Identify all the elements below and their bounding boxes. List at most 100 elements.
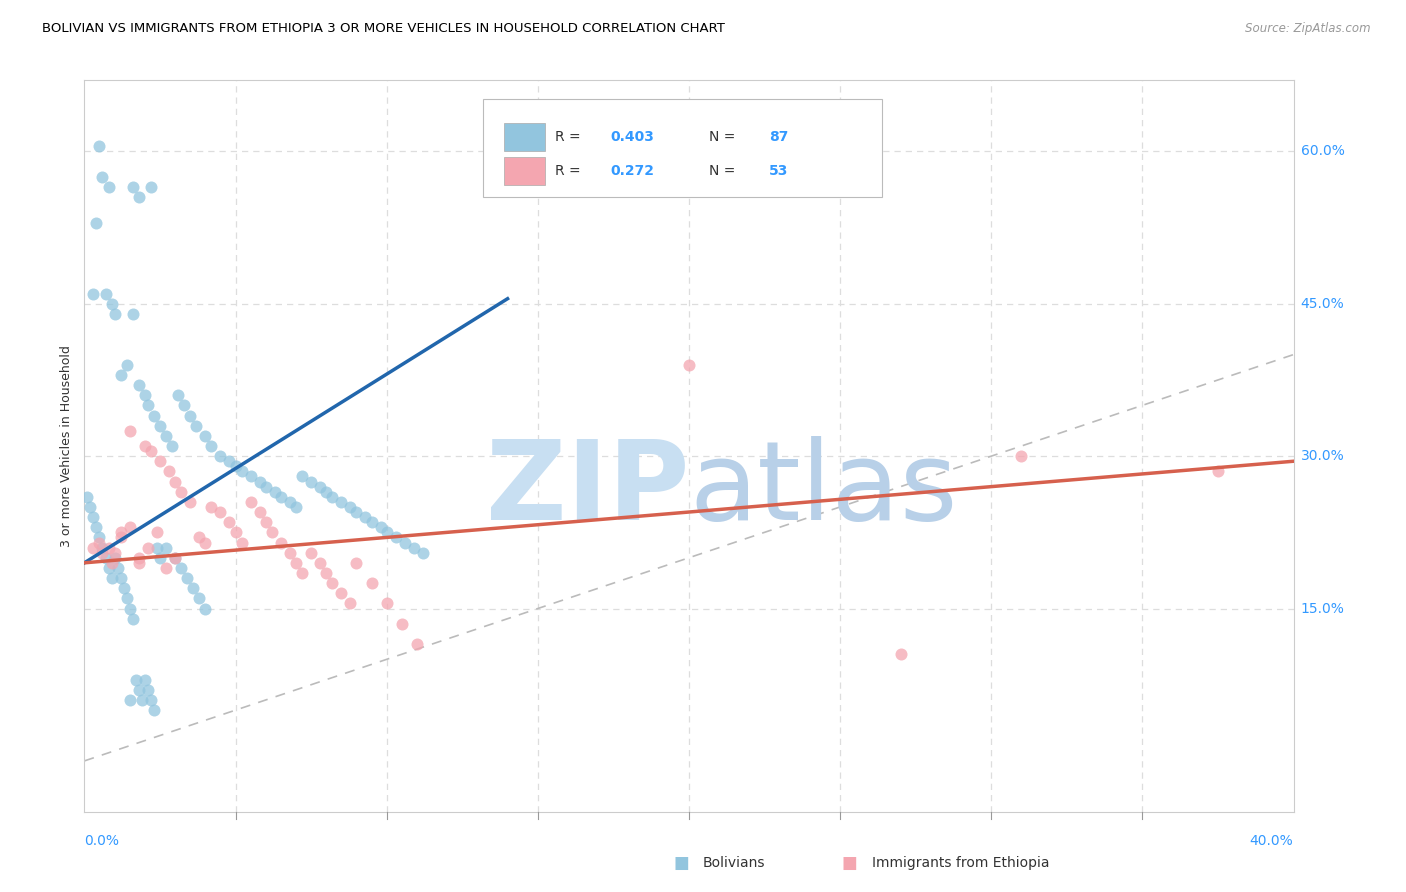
Point: [200, 500, 222, 514]
Point: [115, 591, 138, 606]
Point: [110, 571, 132, 585]
Point: [249, 475, 271, 489]
Point: [315, 566, 337, 580]
Point: [231, 535, 253, 549]
Point: [321, 490, 343, 504]
Point: [149, 418, 172, 433]
Point: [163, 475, 186, 489]
Point: [110, 530, 132, 544]
Point: [134, 673, 156, 687]
Point: [128, 556, 150, 570]
Point: [360, 515, 382, 529]
Point: [209, 505, 232, 519]
Text: atlas: atlas: [689, 436, 957, 543]
Point: [94, 550, 117, 565]
Point: [270, 535, 292, 549]
Point: [179, 495, 201, 509]
Point: [360, 576, 382, 591]
Point: [97, 180, 120, 194]
Point: [110, 368, 132, 382]
Point: [309, 480, 332, 494]
Point: [194, 535, 217, 549]
Point: [339, 597, 361, 611]
Point: [384, 530, 406, 544]
Point: [142, 409, 165, 423]
Point: [239, 495, 262, 509]
Text: BOLIVIAN VS IMMIGRANTS FROM ETHIOPIA 3 OR MORE VEHICLES IN HOUSEHOLD CORRELATION: BOLIVIAN VS IMMIGRANTS FROM ETHIOPIA 3 O…: [42, 22, 725, 36]
Point: [146, 541, 169, 555]
Point: [263, 484, 285, 499]
Point: [82, 541, 104, 555]
Point: [157, 464, 180, 478]
Text: R =: R =: [555, 164, 585, 178]
Point: [91, 541, 114, 555]
Point: [225, 525, 247, 540]
Point: [176, 571, 198, 585]
Point: [188, 591, 211, 606]
Point: [370, 520, 392, 534]
Point: [121, 180, 143, 194]
Point: [291, 469, 314, 483]
Point: [167, 388, 190, 402]
FancyBboxPatch shape: [484, 99, 883, 197]
Point: [89, 530, 111, 544]
Point: [270, 490, 292, 504]
Point: [170, 484, 193, 499]
Point: [142, 703, 165, 717]
Text: 40.0%: 40.0%: [1250, 834, 1294, 848]
Text: Immigrants from Ethiopia: Immigrants from Ethiopia: [872, 855, 1049, 870]
Point: [76, 490, 98, 504]
Point: [1206, 464, 1229, 478]
Point: [100, 571, 122, 585]
Point: [218, 515, 240, 529]
Point: [97, 561, 120, 575]
Point: [118, 520, 141, 534]
Point: [86, 520, 108, 534]
Point: [218, 454, 240, 468]
Point: [278, 495, 301, 509]
Point: [82, 286, 104, 301]
Text: 0.272: 0.272: [610, 164, 655, 178]
Point: [128, 190, 150, 204]
Text: ZIP: ZIP: [485, 436, 689, 543]
Point: [402, 541, 425, 555]
Point: [163, 550, 186, 565]
Point: [118, 601, 141, 615]
Point: [112, 581, 135, 595]
Point: [291, 566, 314, 580]
Text: ■: ■: [673, 854, 689, 871]
Point: [375, 597, 398, 611]
Point: [330, 495, 353, 509]
Point: [104, 550, 127, 565]
Text: 87: 87: [769, 130, 789, 144]
Point: [121, 612, 143, 626]
Point: [91, 169, 114, 184]
Point: [254, 515, 277, 529]
Point: [155, 429, 177, 443]
Point: [118, 424, 141, 438]
Point: [128, 550, 150, 565]
Point: [412, 546, 434, 560]
Point: [194, 601, 217, 615]
Point: [299, 546, 322, 560]
Point: [254, 480, 277, 494]
Point: [139, 444, 162, 458]
Point: [110, 525, 132, 540]
Point: [315, 484, 337, 499]
Text: 0.403: 0.403: [610, 130, 654, 144]
Point: [375, 525, 398, 540]
Point: [391, 616, 413, 631]
Point: [91, 546, 114, 560]
Point: [179, 409, 201, 423]
Point: [100, 556, 122, 570]
Point: [121, 307, 143, 321]
Point: [155, 541, 177, 555]
Point: [128, 378, 150, 392]
Point: [100, 297, 122, 311]
Point: [79, 500, 101, 514]
Point: [131, 693, 153, 707]
Bar: [503, 123, 546, 151]
Point: [89, 139, 111, 153]
Point: [209, 449, 232, 463]
Text: R =: R =: [555, 130, 585, 144]
